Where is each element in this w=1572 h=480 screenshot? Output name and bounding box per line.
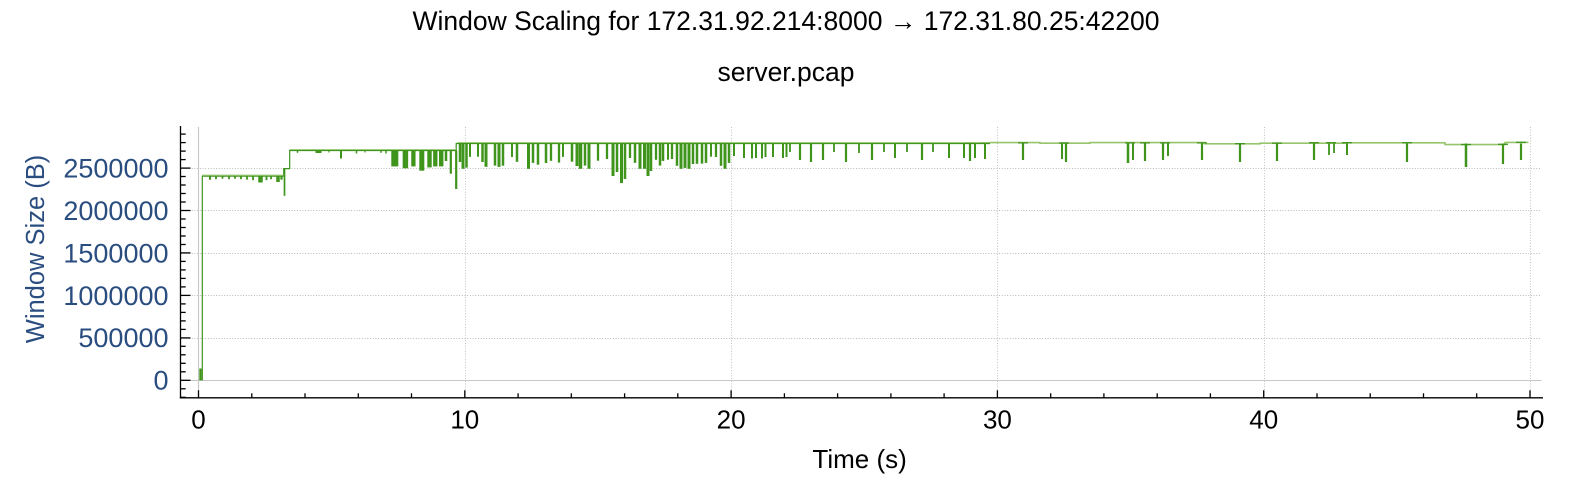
svg-text:Window Size (B): Window Size (B) <box>22 155 50 343</box>
svg-text:Time (s): Time (s) <box>812 444 906 474</box>
svg-text:50: 50 <box>1516 405 1545 435</box>
svg-text:20: 20 <box>717 405 746 435</box>
svg-text:30: 30 <box>983 405 1012 435</box>
svg-text:10: 10 <box>450 405 479 435</box>
svg-text:0: 0 <box>191 405 205 435</box>
svg-text:1500000: 1500000 <box>63 238 168 268</box>
svg-text:0: 0 <box>153 366 168 396</box>
svg-text:500000: 500000 <box>78 323 168 353</box>
svg-text:40: 40 <box>1249 405 1278 435</box>
svg-text:2000000: 2000000 <box>63 196 168 226</box>
svg-text:1000000: 1000000 <box>63 281 168 311</box>
svg-text:2500000: 2500000 <box>63 154 168 184</box>
